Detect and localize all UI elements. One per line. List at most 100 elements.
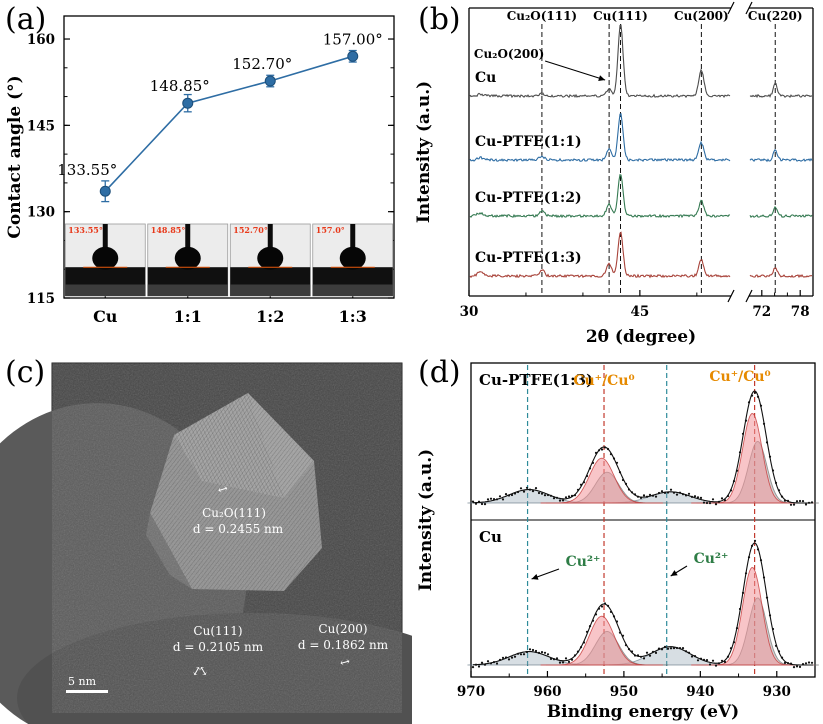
tem-annotation-cu2o111: ↔ Cu₂O(111) d = 0.2455 nm bbox=[193, 481, 284, 536]
svg-text:130: 130 bbox=[27, 205, 55, 221]
tem-annotation-cu111: Cu(111) d = 0.2105 nm ↔ ↔ bbox=[173, 624, 264, 679]
needle bbox=[185, 224, 191, 249]
double-arrow-marker-icon: ↔ bbox=[338, 654, 351, 670]
tem-scale-bar: 5 nm bbox=[66, 675, 108, 693]
cu2o111-plane-label: Cu₂O(111) bbox=[202, 506, 266, 520]
panel-c: (c) bbox=[0, 353, 412, 724]
svg-text:Cu(220): Cu(220) bbox=[748, 9, 803, 23]
svg-text:133.55°: 133.55° bbox=[57, 161, 117, 179]
droplet bbox=[174, 246, 201, 270]
xps-fit-component bbox=[540, 615, 663, 666]
xrd-series-label-Cu: Cu bbox=[475, 70, 496, 86]
a-x-ticks: Cu 1:1 1:2 1:3 bbox=[93, 292, 367, 326]
xrd-trace-Cu-PTFE(1:2) bbox=[469, 173, 731, 219]
a-plot-frame bbox=[63, 15, 395, 299]
xps-fit-component bbox=[540, 457, 663, 504]
xrd-series-label-Cu-PTFE(1:2): Cu-PTFE(1:2) bbox=[475, 190, 582, 206]
point-value-labels: 133.55° 148.85° 152.70° 157.00° bbox=[57, 30, 383, 179]
xrd-series-label-Cu-PTFE(1:3): Cu-PTFE(1:3) bbox=[475, 250, 582, 266]
tem-annotation-cu200: Cu(200) d = 0.1862 nm ↔ bbox=[298, 622, 389, 670]
xrd-trace-right-Cu-PTFE(1:2) bbox=[749, 205, 813, 218]
xrd-trace-right-Cu bbox=[749, 82, 813, 99]
xrd-trace-Cu bbox=[469, 24, 731, 99]
scale-bar-label: 5 nm bbox=[68, 675, 97, 688]
data-point bbox=[182, 97, 194, 109]
droplet bbox=[92, 246, 119, 270]
xrd-trace-Cu-PTFE(1:3) bbox=[469, 231, 731, 279]
svg-text:1:1: 1:1 bbox=[174, 307, 202, 326]
droplet bbox=[339, 246, 366, 270]
cu111-spacing-label: d = 0.2105 nm bbox=[173, 640, 264, 654]
fringe-spacing-marker: ↔ bbox=[216, 481, 230, 497]
svg-text:152.70°: 152.70° bbox=[232, 55, 292, 73]
droplet-inset-1:1: 148.85° bbox=[147, 223, 229, 297]
xps-spectrum-name-Cu: Cu bbox=[479, 528, 502, 546]
b-x-axis-label: 2θ (degree) bbox=[586, 327, 696, 347]
scale-bar-line bbox=[66, 690, 108, 693]
panel-b-letter: (b) bbox=[418, 2, 461, 37]
panel-b: (b) Intensity (a.u.) 2θ (degree) 30 45 72 7… bbox=[413, 0, 823, 352]
xps-spectrum-name-Cu-PTFE(1:3): Cu-PTFE(1:3) bbox=[479, 371, 593, 389]
droplet bbox=[257, 246, 284, 270]
xrd-trace-right-Cu-PTFE(1:1) bbox=[749, 148, 813, 163]
xps-fit-component bbox=[691, 567, 814, 666]
svg-text:Cu(111): Cu(111) bbox=[593, 9, 648, 23]
cu2plus-label-1: Cu²⁺ bbox=[566, 554, 601, 570]
axis-break-mark bbox=[727, 1, 735, 15]
cu200-plane-label: Cu(200) bbox=[318, 622, 367, 636]
axis-break-mark bbox=[727, 289, 735, 303]
inset-angle-value: 152.70° bbox=[233, 225, 268, 235]
inset-angle-value: 148.85° bbox=[151, 225, 186, 235]
svg-text:1:3: 1:3 bbox=[339, 307, 367, 326]
svg-text:Cu: Cu bbox=[93, 307, 118, 326]
data-point bbox=[264, 75, 276, 87]
d-x-ticks: 970 960 950 940 930 bbox=[457, 671, 816, 700]
cu-plus-label-2: Cu⁺/Cu⁰ bbox=[709, 369, 770, 385]
needle bbox=[350, 224, 356, 249]
axis-break-mark bbox=[745, 289, 753, 303]
svg-text:157.00°: 157.00° bbox=[323, 30, 383, 48]
b-y-axis-label: Intensity (a.u.) bbox=[414, 81, 434, 223]
droplet-inset-1:3: 157.0° bbox=[312, 223, 394, 297]
cu2o111-spacing-label: d = 0.2455 nm bbox=[193, 522, 284, 536]
xps-fit-component bbox=[691, 413, 814, 504]
a-y-ticks: 115 130 145 160 bbox=[27, 32, 394, 307]
svg-text:30: 30 bbox=[460, 304, 479, 320]
svg-text:960: 960 bbox=[533, 684, 561, 700]
xrd-trace-right-Cu-PTFE(1:3) bbox=[749, 267, 812, 279]
a-y-axis-label: Contact angle (°) bbox=[5, 75, 25, 238]
svg-text:1:2: 1:2 bbox=[256, 307, 284, 326]
needle bbox=[267, 224, 273, 249]
svg-text:Cu₂O(111): Cu₂O(111) bbox=[507, 9, 577, 23]
data-point bbox=[347, 50, 359, 62]
b-plot-frame bbox=[468, 7, 814, 297]
svg-text:970: 970 bbox=[457, 684, 485, 700]
svg-text:145: 145 bbox=[27, 118, 55, 134]
d-x-axis-label: Binding energy (eV) bbox=[547, 702, 739, 722]
droplet-inset-Cu: 133.55° bbox=[64, 223, 146, 297]
axis-break-mark bbox=[745, 1, 753, 15]
needle bbox=[102, 224, 108, 249]
contact-angle-series bbox=[99, 49, 359, 203]
b-peak-reference-lines: Cu₂O(111) Cu(111) Cu(200) Cu(220) bbox=[507, 9, 803, 296]
svg-text:Cu(200): Cu(200) bbox=[674, 9, 729, 23]
svg-text:160: 160 bbox=[27, 32, 55, 48]
panel-c-letter: (c) bbox=[5, 355, 46, 390]
panel-d: (d) Intensity (a.u.) Binding energy (eV)… bbox=[413, 353, 823, 724]
tem-noise-overlay bbox=[52, 363, 402, 713]
svg-text:72: 72 bbox=[752, 304, 771, 320]
svg-text:148.85°: 148.85° bbox=[150, 77, 210, 95]
cu200-spacing-label: d = 0.1862 nm bbox=[298, 638, 389, 652]
cu-plus-label-1: Cu⁺/Cu⁰ bbox=[573, 373, 634, 389]
xrd-trace-Cu-PTFE(1:1) bbox=[469, 113, 731, 162]
svg-text:940: 940 bbox=[686, 684, 714, 700]
panel-d-letter: (d) bbox=[418, 355, 461, 390]
svg-text:78: 78 bbox=[791, 304, 810, 320]
hrtem-micrograph: ↔ Cu₂O(111) d = 0.2455 nm Cu(111) d = 0.… bbox=[0, 362, 412, 724]
svg-text:115: 115 bbox=[27, 291, 55, 307]
svg-text:45: 45 bbox=[630, 304, 649, 320]
droplet-inset-1:2: 152.70° bbox=[229, 223, 311, 297]
xps-envelope-Cu-PTFE(1:3) bbox=[473, 390, 813, 504]
data-point bbox=[99, 185, 111, 197]
